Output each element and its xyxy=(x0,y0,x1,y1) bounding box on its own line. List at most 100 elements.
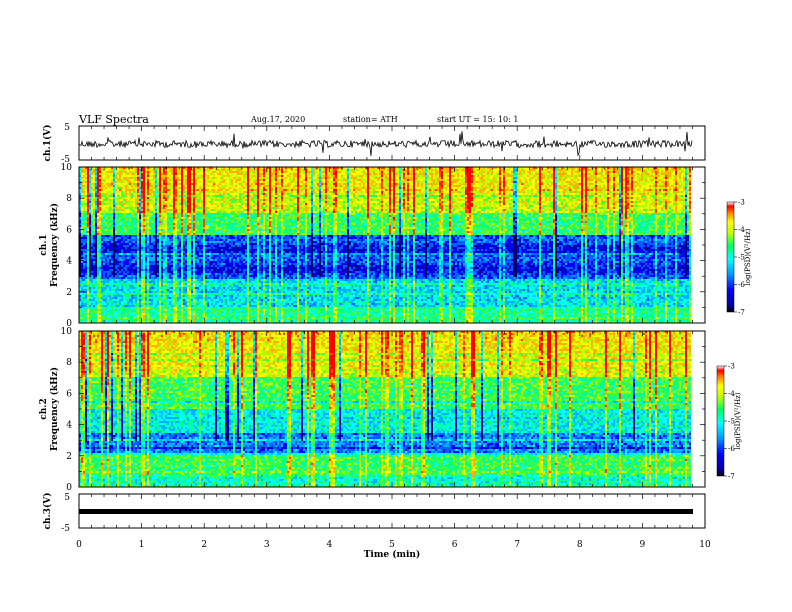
spectrogram-cell xyxy=(625,175,627,177)
spectrogram-cell xyxy=(203,175,205,177)
spectrogram-cell xyxy=(669,183,673,185)
spectrogram-cell xyxy=(575,193,577,195)
spectrogram-cell xyxy=(109,177,113,179)
spectrogram-cell xyxy=(123,199,125,201)
spectrogram-cell xyxy=(671,185,673,187)
spectrogram-cell xyxy=(617,197,619,199)
spectrogram-cell xyxy=(303,193,305,195)
spectrogram-cell xyxy=(99,181,101,183)
spectrogram-cell xyxy=(263,171,265,173)
spectrogram-cell xyxy=(367,205,369,207)
spectrogram-cell xyxy=(447,199,449,201)
spectrogram-cell xyxy=(225,189,229,191)
spectrogram-cell xyxy=(289,195,291,197)
spectrogram-cell xyxy=(179,177,181,179)
spectrogram-cell xyxy=(195,197,197,199)
spectrogram-cell xyxy=(615,171,619,173)
spectrogram-cell xyxy=(531,179,535,181)
spectrogram-cell xyxy=(517,175,519,177)
spectrogram-cell xyxy=(435,185,437,187)
spectrogram-cell xyxy=(459,193,461,195)
spectrogram-cell xyxy=(631,169,633,171)
spectrogram-cell xyxy=(141,199,143,201)
spectrogram-cell xyxy=(277,175,281,177)
spectrogram-cell xyxy=(275,183,277,185)
spectrogram-cell xyxy=(421,185,423,187)
spectrogram-cell xyxy=(449,181,451,183)
spectrogram-cell xyxy=(281,201,283,203)
spectrogram-cell xyxy=(265,205,267,207)
spectrogram-cell xyxy=(103,193,105,195)
spectrogram-cell xyxy=(105,195,109,197)
spectrogram-cell xyxy=(565,193,567,195)
spectrogram-cell xyxy=(343,175,347,177)
spectrogram-cell xyxy=(405,177,413,179)
spectrogram-cell xyxy=(237,195,239,197)
spectrogram-cell xyxy=(471,177,473,179)
spectrogram-cell xyxy=(603,175,605,177)
spectrogram-cell xyxy=(613,181,615,183)
spectrogram-cell xyxy=(647,193,649,195)
spectrogram-cell xyxy=(537,201,539,203)
spectrogram-cell xyxy=(235,187,239,189)
spectrogram-cell xyxy=(205,185,207,187)
spectrogram-cell xyxy=(93,203,95,205)
spectrogram-cell xyxy=(209,189,211,191)
spectrogram-cell xyxy=(129,185,131,187)
spectrogram-cell xyxy=(93,199,95,201)
spectrogram-cell xyxy=(631,189,633,191)
spectrogram-cell xyxy=(173,193,175,195)
spectrogram-cell xyxy=(579,179,581,181)
spectrogram-cell xyxy=(541,195,545,197)
spectrogram-cell xyxy=(541,181,543,183)
spectrogram-cell xyxy=(551,197,553,199)
spectrogram-cell xyxy=(565,181,571,183)
spectrogram-cell xyxy=(195,201,197,203)
spectrogram-cell xyxy=(289,179,293,181)
spectrogram-cell xyxy=(331,203,333,205)
spectrogram-cell xyxy=(601,203,603,205)
spectrogram-cell xyxy=(489,171,491,173)
spectrogram-cell xyxy=(395,195,397,197)
spectrogram-cell xyxy=(619,169,621,171)
spectrogram-cell xyxy=(283,201,287,203)
spectrogram-cell xyxy=(87,191,89,193)
spectrogram-cell xyxy=(561,191,563,193)
spectrogram-cell xyxy=(423,187,425,189)
spectrogram-cell xyxy=(371,181,375,183)
spectrogram-cell xyxy=(153,189,155,191)
spectrogram-cell xyxy=(439,205,443,207)
spectrogram-cell xyxy=(257,195,259,197)
spectrogram-cell xyxy=(307,181,311,183)
spectrogram-cell xyxy=(567,203,571,205)
spectrogram-cell xyxy=(507,203,509,205)
spectrogram-cell xyxy=(401,197,403,199)
spectrogram-cell xyxy=(675,183,677,185)
spectrogram-cell xyxy=(199,177,203,179)
spectrogram-cell xyxy=(611,179,613,181)
spectrogram-cell xyxy=(301,181,303,183)
spectrogram-cell xyxy=(387,169,389,171)
spectrogram-cell xyxy=(483,197,485,199)
spectrogram-cell xyxy=(493,193,495,195)
spectrogram-cell xyxy=(345,189,347,191)
spectrogram-cell xyxy=(683,175,685,177)
spectrogram-cell xyxy=(429,205,431,207)
spectrogram-cell xyxy=(673,191,675,193)
spectrogram-cell xyxy=(395,201,399,203)
spectrogram-cell xyxy=(683,191,685,193)
spectrogram-cell xyxy=(165,199,167,201)
spectrogram-cell xyxy=(181,181,183,183)
spectrogram-cell xyxy=(191,175,193,177)
spectrogram-cell xyxy=(507,199,511,201)
spectrogram-cell xyxy=(509,183,511,185)
spectrogram-cell xyxy=(251,201,253,203)
spectrogram-cell xyxy=(249,193,253,195)
spectrogram-cell xyxy=(349,179,353,181)
spectrogram-cell xyxy=(89,201,91,203)
spectrogram-cell xyxy=(629,199,631,201)
spectrogram-cell xyxy=(539,195,541,197)
spectrogram-cell xyxy=(309,177,311,179)
spectrogram-cell xyxy=(411,205,413,207)
spectrogram-cell xyxy=(435,191,439,193)
